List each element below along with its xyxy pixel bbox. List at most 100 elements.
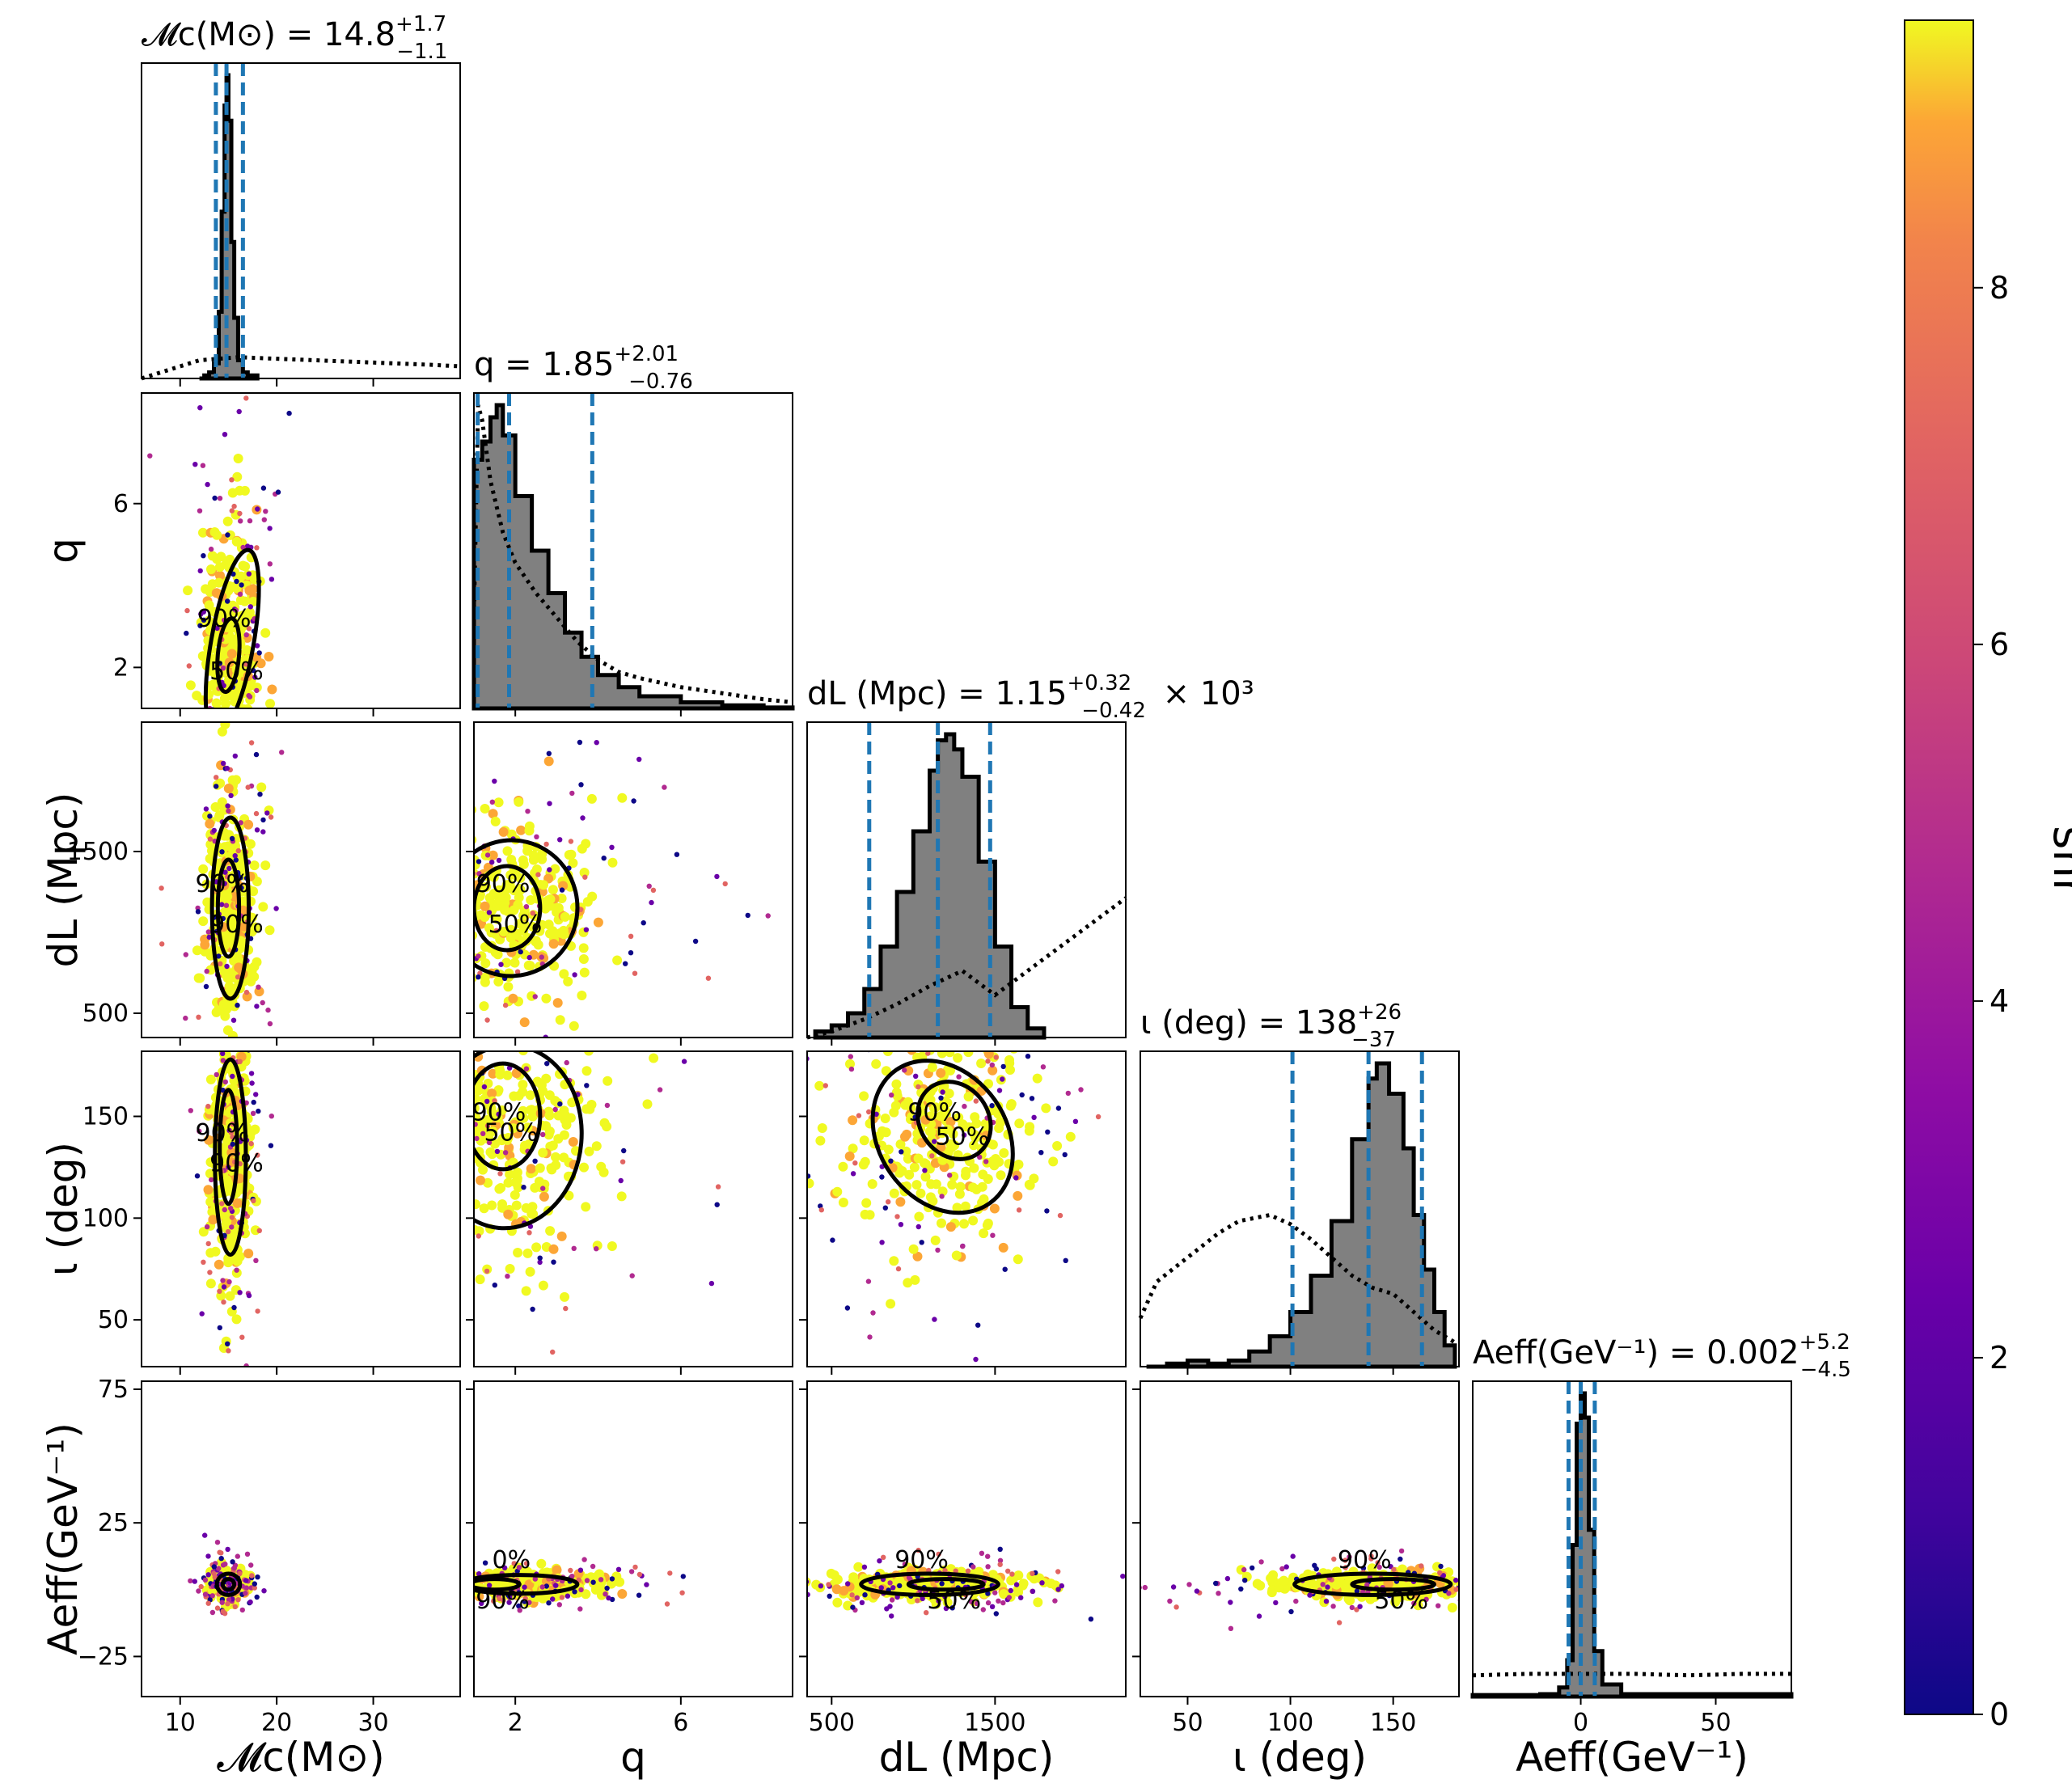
scatter-point xyxy=(882,1051,893,1056)
scatter-point xyxy=(519,1017,530,1028)
scatter-point xyxy=(464,1582,469,1587)
scatter-point xyxy=(231,1314,242,1325)
scatter-point xyxy=(474,805,476,814)
scatter-point xyxy=(221,699,230,708)
scatter-point xyxy=(409,1149,419,1159)
scatter-point xyxy=(629,1273,635,1278)
scatter-point xyxy=(830,1237,835,1243)
scatter-point xyxy=(487,1200,497,1211)
scatter-point xyxy=(968,1215,979,1226)
scatter-point xyxy=(584,1051,594,1056)
scatter-point xyxy=(496,857,502,864)
scatter-point xyxy=(341,1103,351,1113)
scatter-point xyxy=(424,1110,433,1120)
scatter-point xyxy=(205,1197,216,1207)
scatter-point xyxy=(722,881,728,887)
scatter-point xyxy=(372,923,377,928)
scatter-point xyxy=(995,1117,1005,1127)
scatter-point xyxy=(594,740,599,746)
scatter-point xyxy=(426,1580,436,1590)
scatter-point xyxy=(229,835,235,842)
scatter-point xyxy=(915,1547,921,1553)
scatter-point xyxy=(476,871,482,877)
scatter-point xyxy=(1502,1583,1512,1593)
scatter-point xyxy=(259,716,269,726)
scatter-point xyxy=(246,976,256,987)
panel-frame xyxy=(1140,1380,1460,1697)
scatter-point xyxy=(211,1564,217,1570)
scatter-point xyxy=(1014,1118,1025,1129)
scatter-point xyxy=(222,1175,232,1186)
scatter-point xyxy=(267,526,273,531)
scatter-point xyxy=(1258,1559,1264,1565)
scatter-point xyxy=(557,1101,563,1107)
scatter-point xyxy=(593,917,603,928)
scatter-point xyxy=(237,510,243,517)
scatter-point xyxy=(970,1132,981,1143)
scatter-point xyxy=(202,1591,209,1597)
scatter-point xyxy=(147,453,153,459)
scatter-point xyxy=(474,1126,480,1136)
scatter-point xyxy=(631,798,636,804)
scatter-panel-iota-vs-q: 90%50% xyxy=(330,1000,793,1375)
scatter-point xyxy=(225,532,230,538)
scatter-point xyxy=(253,1215,258,1220)
scatter-point xyxy=(447,932,457,941)
scatter-point xyxy=(518,1080,528,1090)
scatter-point xyxy=(412,927,421,936)
contour-90 xyxy=(870,1059,1015,1215)
scatter-point xyxy=(543,841,549,847)
histogram-title: q = 1.85+2.01 −0.76 xyxy=(474,342,693,394)
scatter-point xyxy=(226,738,236,747)
scatter-point xyxy=(461,930,471,940)
scatter-point xyxy=(609,844,615,851)
scatter-point xyxy=(945,1222,956,1232)
scatter-point xyxy=(399,1135,404,1140)
scatter-point xyxy=(845,1581,851,1587)
posterior-histogram xyxy=(813,732,1047,1040)
scatter-point xyxy=(628,1569,635,1574)
scatter-point xyxy=(254,687,260,694)
scatter-point xyxy=(253,810,260,817)
scatter-point xyxy=(529,1041,534,1046)
histogram-title: ι (deg) = 138+26 −37 xyxy=(1140,1000,1402,1052)
scatter-point xyxy=(920,1114,931,1125)
scatter-point xyxy=(431,1000,441,1010)
scatter-point xyxy=(158,786,163,791)
scatter-point xyxy=(415,1008,425,1018)
contour-90 xyxy=(203,547,261,708)
scatter-point xyxy=(243,1249,254,1259)
scatter-point xyxy=(581,1589,591,1600)
scatter-point xyxy=(867,1179,877,1190)
scatter-point xyxy=(965,1568,971,1574)
scatter-point xyxy=(385,864,390,869)
scatter-point xyxy=(330,1058,335,1063)
scatter-point xyxy=(927,1062,937,1072)
scatter-point xyxy=(993,1054,999,1060)
scatter-point xyxy=(1391,1566,1397,1573)
scatter-point xyxy=(264,810,270,816)
scatter-point xyxy=(1006,1595,1013,1600)
scatter-panel-dl-vs-q: 90%50% xyxy=(372,721,793,1046)
scatter-point xyxy=(558,1044,563,1049)
scatter-point xyxy=(838,1161,848,1172)
scatter-point xyxy=(1266,1573,1276,1583)
scatter-point xyxy=(594,1246,599,1252)
scatter-point xyxy=(910,1274,920,1285)
scatter-point xyxy=(962,1103,967,1109)
scatter-point xyxy=(947,1180,958,1190)
scatter-point xyxy=(510,957,520,968)
x-tick-label: 150 xyxy=(1370,1709,1416,1737)
scatter-point xyxy=(205,1169,215,1179)
scatter-point xyxy=(414,850,424,860)
scatter-point xyxy=(203,806,209,812)
scatter-point xyxy=(814,1080,825,1091)
scatter-point xyxy=(1447,1603,1457,1612)
scatter-point xyxy=(1055,1587,1061,1592)
scatter-point xyxy=(201,617,207,623)
scatter-point xyxy=(225,1601,230,1607)
scatter-point xyxy=(956,1074,962,1080)
scatter-point xyxy=(463,940,472,950)
scatter-point xyxy=(958,1042,967,1051)
scatter-point xyxy=(492,1283,497,1288)
